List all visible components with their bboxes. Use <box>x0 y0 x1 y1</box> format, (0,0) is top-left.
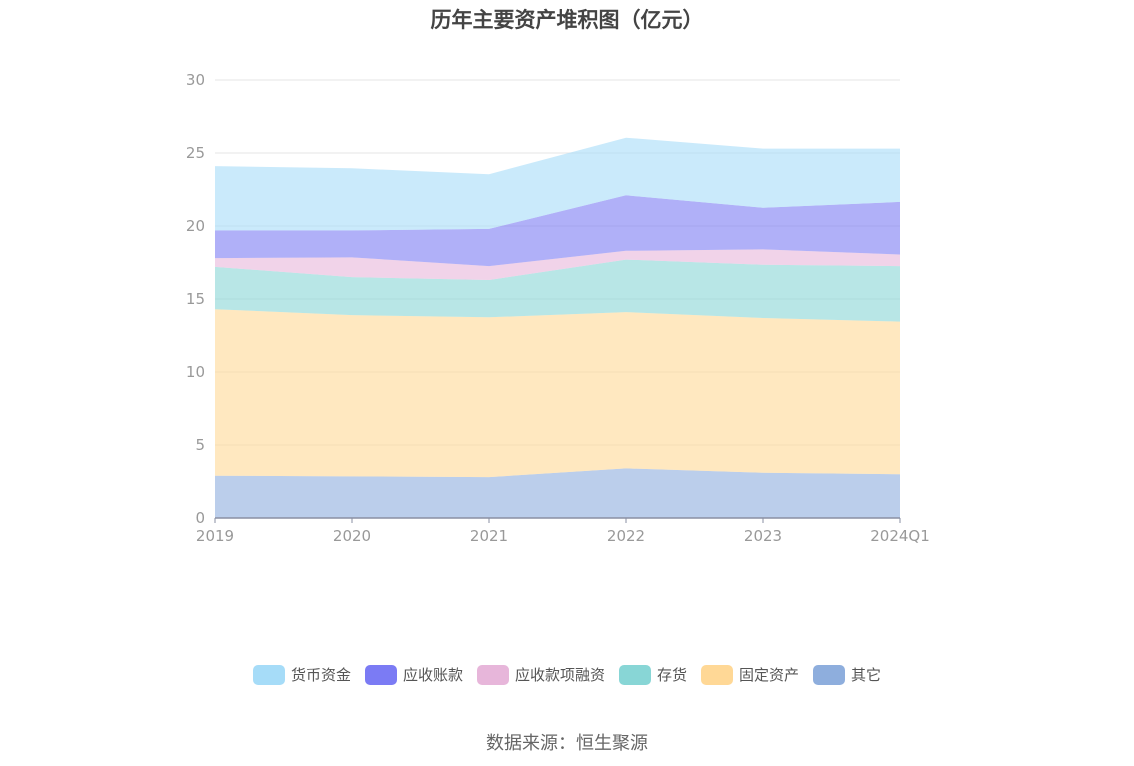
legend-label: 应收账款 <box>402 666 463 684</box>
legend-swatch <box>619 664 651 685</box>
area-series <box>215 137 900 518</box>
area-series-2 <box>215 259 900 322</box>
legend-item[interactable]: 固定资产 <box>701 664 799 685</box>
legend-item[interactable]: 应收账款 <box>364 664 463 685</box>
y-tick-label: 10 <box>186 363 205 381</box>
y-tick-label: 5 <box>195 436 205 454</box>
area-series-1 <box>215 309 900 478</box>
x-tick-label: 2022 <box>607 527 645 545</box>
legend-swatch <box>476 664 509 685</box>
legend-swatch <box>813 664 846 685</box>
legend-label: 固定资产 <box>739 666 800 684</box>
area-series-5 <box>215 137 900 231</box>
legend-swatch <box>252 664 285 685</box>
axes: 0 5 10 15 20 25 30 2019 2020 2021 2022 2023 2024Q1 <box>186 71 930 545</box>
y-tick-label: 30 <box>186 71 205 89</box>
source-note: 数据来源：恒生聚源 <box>486 733 648 754</box>
x-tick-label: 2021 <box>470 527 508 545</box>
legend-item[interactable]: 应收款项融资 <box>476 664 605 685</box>
y-tick-label: 15 <box>186 290 205 308</box>
legend-item[interactable]: 存货 <box>619 664 687 685</box>
chart-title: 历年主要资产堆积图（亿元） <box>430 8 704 32</box>
x-tick-label: 2020 <box>333 527 371 545</box>
legend-swatch <box>701 664 734 685</box>
area-series-3 <box>215 249 900 280</box>
y-tick-label: 20 <box>186 217 205 235</box>
legend-label: 存货 <box>657 666 688 684</box>
legend-swatch <box>364 664 397 685</box>
legend-label: 货币资金 <box>290 666 351 684</box>
legend-item[interactable]: 货币资金 <box>252 664 351 685</box>
legend: 货币资金 应收账款 应收款项融资 存货 固定资产 其它 <box>0 664 1134 685</box>
legend-item[interactable]: 其它 <box>813 664 881 685</box>
area-series-0 <box>215 468 900 518</box>
legend-label: 应收款项融资 <box>514 666 605 684</box>
area-series-4 <box>215 195 900 267</box>
stacked-area-chart: 0 5 10 15 20 25 30 2019 2020 2021 2022 2023 2024Q1 <box>186 71 930 545</box>
y-tick-label: 25 <box>186 144 205 162</box>
x-tick-label: 2019 <box>196 527 234 545</box>
y-tick-label: 0 <box>195 509 205 527</box>
x-tick-label: 2024Q1 <box>870 527 930 545</box>
x-tick-label: 2023 <box>744 527 782 545</box>
legend-label: 其它 <box>851 666 882 684</box>
